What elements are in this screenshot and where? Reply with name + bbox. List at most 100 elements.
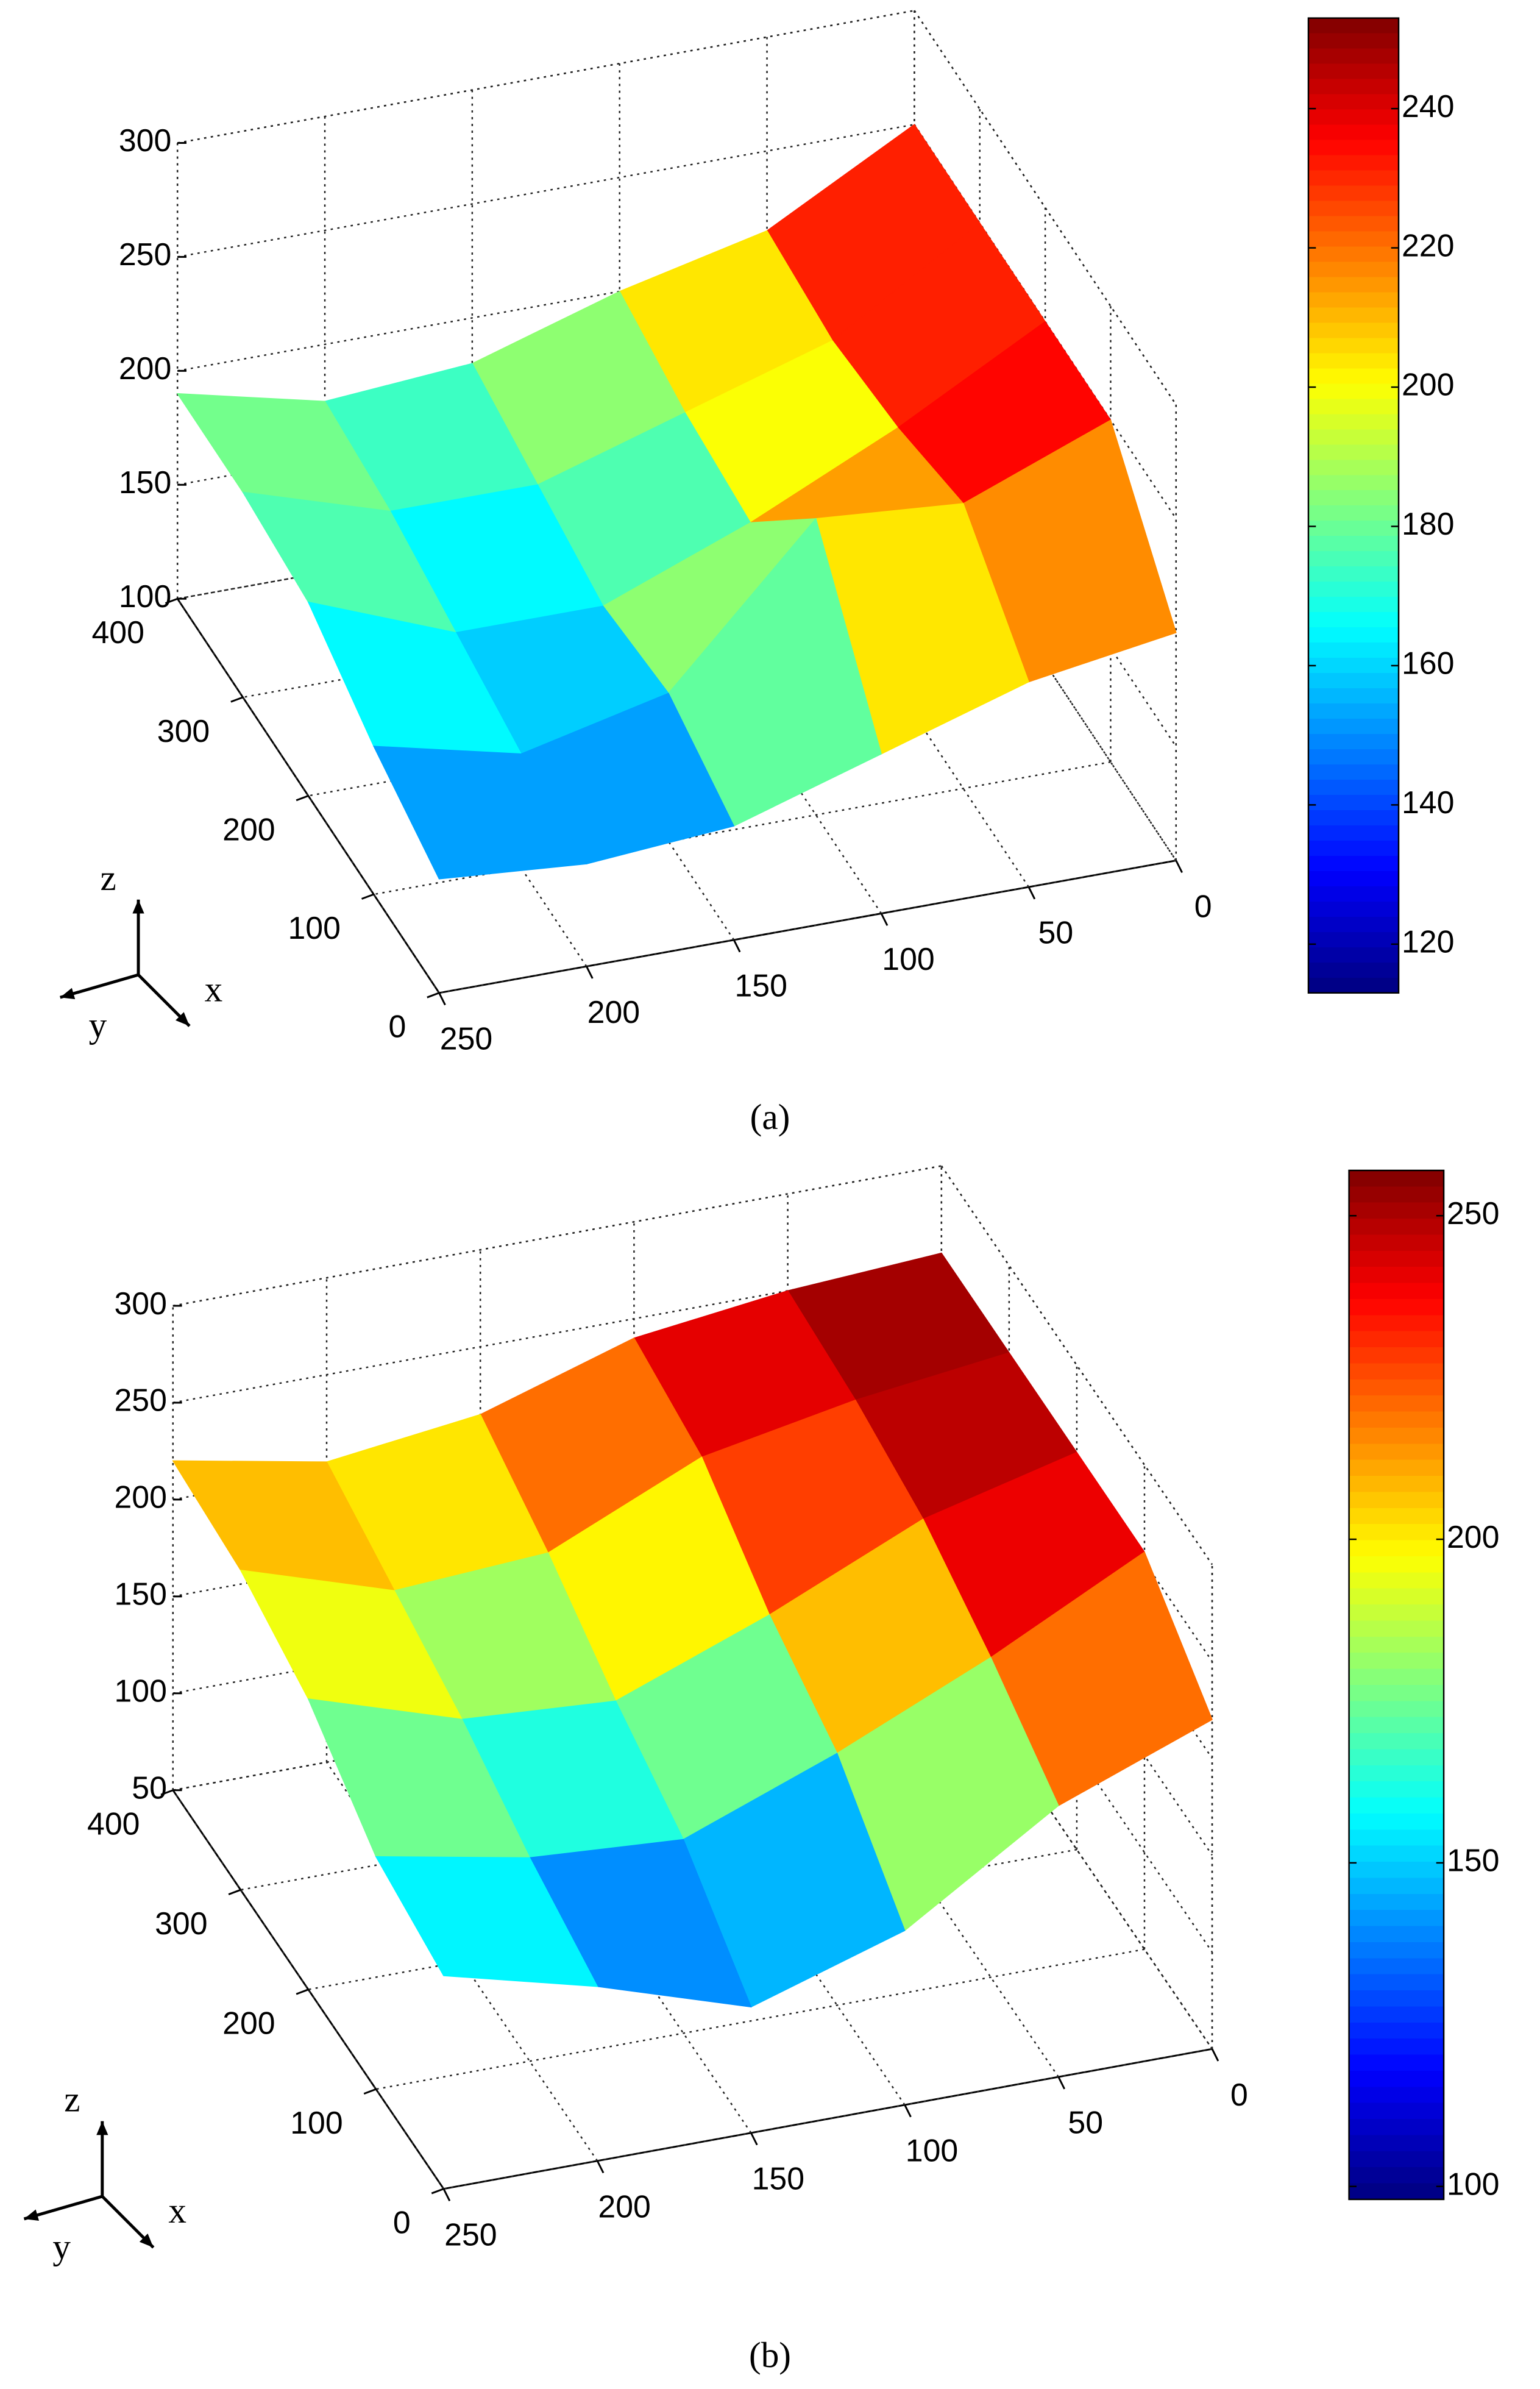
grid-line xyxy=(914,466,1177,861)
y-tick xyxy=(160,1789,174,1796)
colorbar-tick-label: 180 xyxy=(1402,506,1454,541)
triad-label: x xyxy=(205,969,223,1009)
triad-label: z xyxy=(64,2079,80,2120)
colorbar xyxy=(1307,17,1400,994)
grid-line xyxy=(914,10,1177,405)
z-tick-label: 300 xyxy=(114,1286,166,1321)
x-tick-label: 250 xyxy=(444,2216,497,2252)
colorbar xyxy=(1348,1169,1445,2201)
panel-label: (a) xyxy=(750,1097,790,1137)
colorbar-tick-label: 150 xyxy=(1447,1843,1499,1878)
z-tick-label: 200 xyxy=(114,1479,166,1515)
y-tick-label: 100 xyxy=(290,2105,342,2140)
y-tick xyxy=(228,1889,241,1895)
y-tick-label: 200 xyxy=(222,2006,275,2041)
x-tick-label: 0 xyxy=(1230,2077,1248,2112)
z-tick-label: 100 xyxy=(119,579,171,614)
triad-arrowhead xyxy=(139,2234,154,2248)
grid-line xyxy=(177,10,915,144)
y-tick-label: 100 xyxy=(288,910,340,945)
triad-label: z xyxy=(101,858,116,898)
y-tick xyxy=(427,992,440,999)
grid-line xyxy=(375,1948,1145,2090)
grid-line xyxy=(940,1262,1213,1662)
x-tick xyxy=(733,939,741,953)
grid-line xyxy=(940,1165,1213,1565)
y-tick-label: 300 xyxy=(155,1906,207,1941)
y-tick-label: 400 xyxy=(91,614,144,650)
x-tick xyxy=(1211,2048,1219,2062)
x-tick-label: 200 xyxy=(598,2188,650,2224)
y-tick xyxy=(230,696,244,703)
triad-arrowhead xyxy=(24,2209,39,2221)
y-tick xyxy=(431,2188,444,2195)
x-tick-label: 100 xyxy=(906,2133,958,2168)
y-tick xyxy=(363,2088,377,2095)
z-tick-label: 150 xyxy=(119,465,171,500)
x-tick-label: 50 xyxy=(1038,915,1074,950)
x-tick xyxy=(750,2132,758,2146)
grid-line xyxy=(177,598,440,994)
colorbar-tick-label: 160 xyxy=(1402,646,1454,681)
x-tick-label: 150 xyxy=(752,2161,804,2196)
y-tick-label: 300 xyxy=(157,713,210,749)
x-tick-label: 50 xyxy=(1068,2105,1103,2140)
x-tick xyxy=(880,913,889,926)
colorbar-tick-label: 200 xyxy=(1447,1519,1499,1554)
grid-line xyxy=(940,1456,1213,1856)
grid-line xyxy=(172,1165,942,1307)
y-tick-label: 0 xyxy=(393,2205,411,2240)
z-tick-label: 50 xyxy=(132,1770,167,1805)
grid-line xyxy=(914,352,1177,747)
y-tick xyxy=(296,795,309,802)
triad-arrowhead xyxy=(96,2121,108,2135)
grid-line xyxy=(940,1553,1213,1953)
z-tick-label: 100 xyxy=(114,1673,166,1708)
grid-line xyxy=(172,1790,445,2190)
grid-line xyxy=(439,860,1177,994)
z-tick-label: 150 xyxy=(114,1576,166,1612)
colorbar-tick-label: 240 xyxy=(1402,88,1454,124)
grid-line xyxy=(914,124,1177,519)
x-tick xyxy=(1027,886,1036,900)
grid-line xyxy=(940,1650,1213,2049)
x-tick xyxy=(1057,2076,1066,2090)
triad-label: y xyxy=(52,2226,71,2266)
triad-arrowhead xyxy=(132,899,144,914)
z-tick-label: 300 xyxy=(119,123,171,158)
grid-line xyxy=(177,124,915,258)
z-tick-label: 200 xyxy=(119,351,171,386)
colorbar-tick-label: 220 xyxy=(1402,227,1454,263)
surface-patch xyxy=(373,746,587,880)
y-tick-label: 400 xyxy=(87,1806,140,1842)
x-tick-label: 0 xyxy=(1194,888,1212,924)
x-tick xyxy=(1175,860,1183,874)
x-tick-label: 200 xyxy=(587,994,640,1030)
triad-arrowhead xyxy=(60,988,76,1000)
z-tick-label: 250 xyxy=(119,237,171,272)
x-tick xyxy=(596,2160,605,2174)
y-tick xyxy=(165,597,178,605)
y-tick-label: 200 xyxy=(222,811,275,847)
y-tick xyxy=(296,1988,309,1995)
x-tick xyxy=(442,2188,451,2202)
colorbar-tick-label: 200 xyxy=(1402,367,1454,402)
grid-line xyxy=(443,2048,1213,2190)
y-tick xyxy=(361,893,374,900)
colorbar-tick-label: 140 xyxy=(1402,785,1454,820)
triad-label: y xyxy=(89,1005,107,1045)
z-tick-label: 250 xyxy=(114,1383,166,1418)
x-tick xyxy=(586,966,594,979)
colorbar-tick-label: 120 xyxy=(1402,924,1454,960)
x-tick-label: 250 xyxy=(440,1020,492,1056)
x-tick xyxy=(904,2104,912,2118)
x-tick xyxy=(438,992,446,1006)
colorbar-tick-label: 250 xyxy=(1447,1195,1499,1231)
triad-arrowhead xyxy=(176,1012,190,1027)
x-tick-label: 100 xyxy=(882,941,934,977)
surface-patch xyxy=(375,1856,598,1987)
y-tick-label: 0 xyxy=(388,1009,406,1044)
triad-label: x xyxy=(168,2190,186,2231)
